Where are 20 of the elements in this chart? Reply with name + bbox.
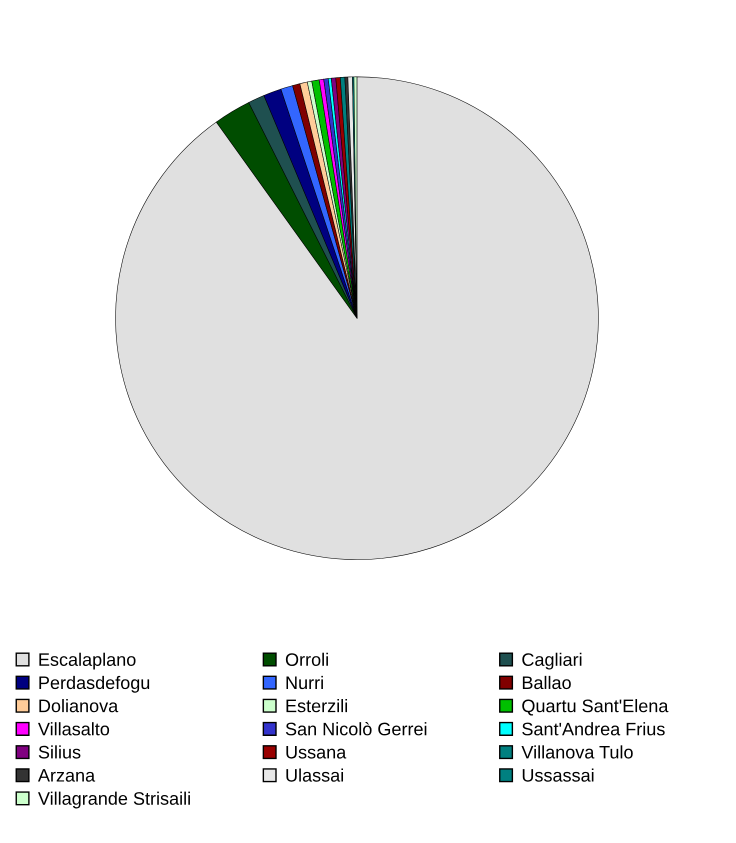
legend-label: Ballao — [522, 676, 571, 690]
legend-label: Ussassai — [522, 768, 594, 782]
legend-label: Arzana — [38, 769, 96, 782]
legend-label: Ulassai — [286, 768, 344, 782]
legend-label: Villanova Tulo — [521, 745, 633, 759]
legend-label: Ussana — [286, 746, 346, 759]
legend-label: Villasalto — [38, 722, 110, 736]
legend-label: Quartu Sant'Elena — [522, 699, 668, 716]
legend-label: Silius — [38, 745, 80, 759]
legend-label: Escalaplano — [39, 652, 136, 670]
legend-label: Sant'Andrea Frius — [522, 722, 665, 736]
pie-slice — [115, 76, 599, 560]
legend-label: Cagliari — [522, 652, 582, 670]
legend-label: Perdasdefogu — [39, 676, 150, 693]
legend-label: Orroli — [286, 652, 328, 666]
legend-label: Dolianova — [39, 699, 118, 712]
legend-label: San Nicolò Gerrei — [286, 722, 426, 736]
legend-label: Nurri — [286, 676, 323, 690]
legend-label: Esterzili — [286, 699, 348, 712]
legend-label: Villagrande Strisaili — [38, 792, 190, 808]
